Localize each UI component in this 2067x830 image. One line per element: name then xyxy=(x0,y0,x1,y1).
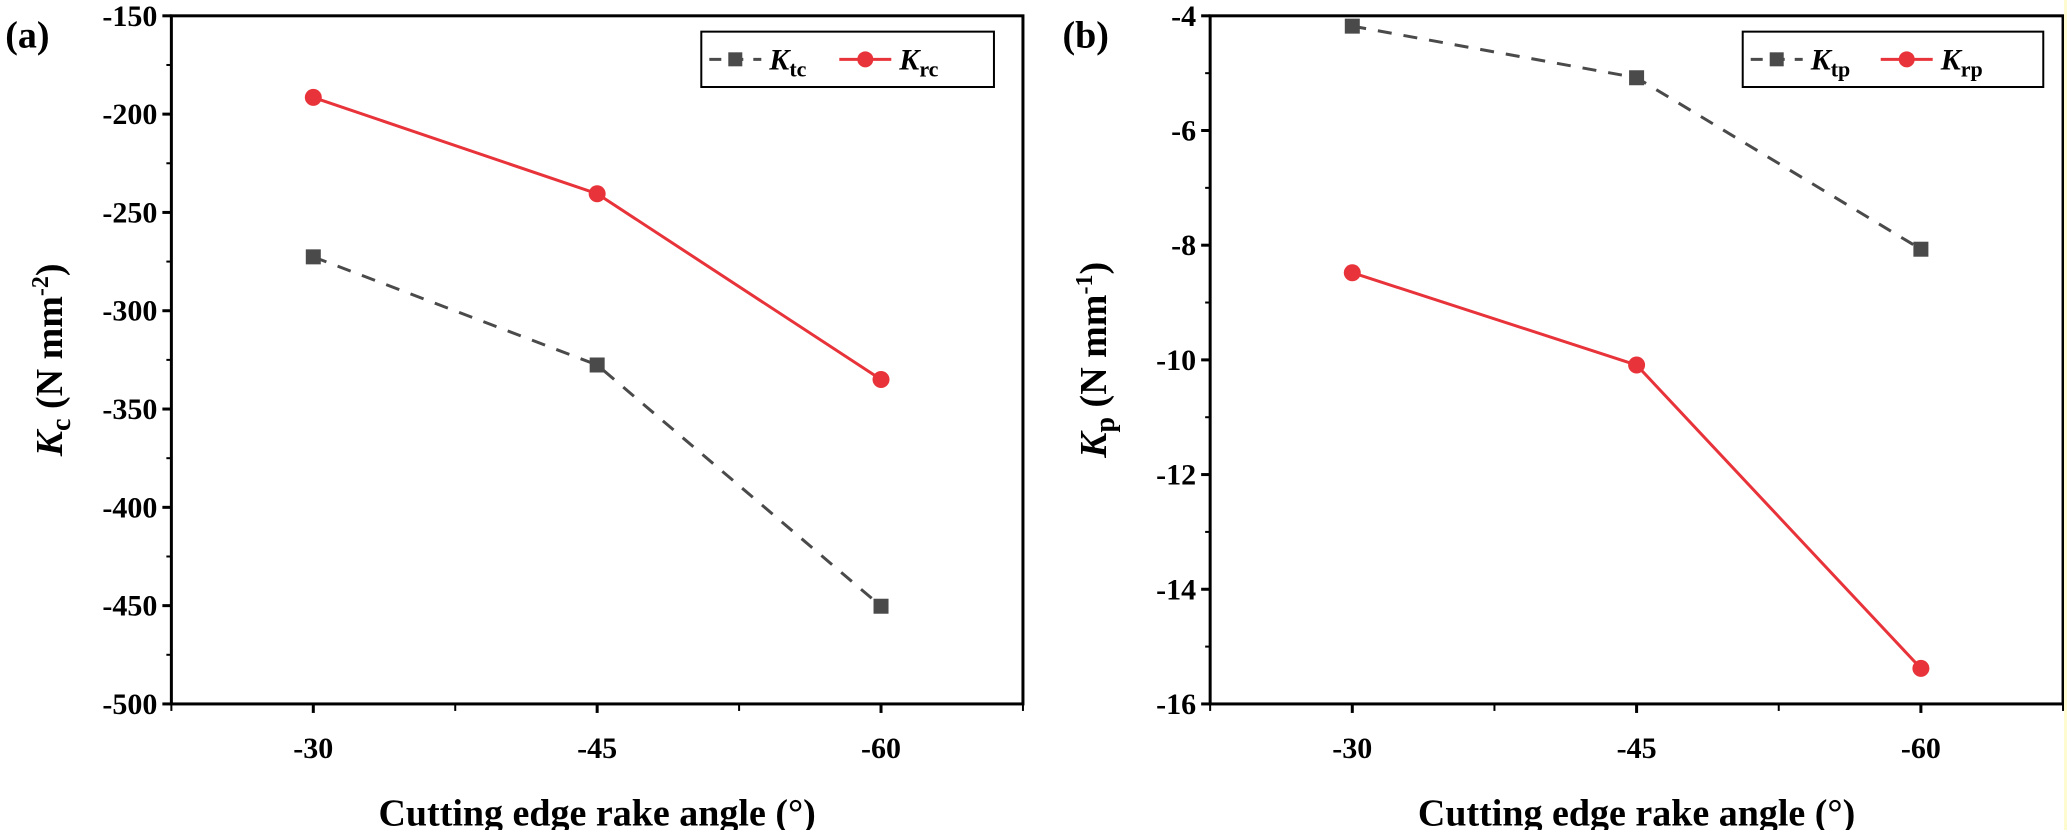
data-point-Krp xyxy=(1912,659,1930,677)
data-point-Krc xyxy=(588,185,606,203)
series-line-Krc xyxy=(312,95,882,381)
legend-swatch-marker xyxy=(1769,52,1784,67)
x-tick-label: -45 xyxy=(1617,732,1657,765)
legend: Ktc Krc xyxy=(700,30,995,89)
y-axis-title: Kp (N mm-1) xyxy=(1072,262,1121,459)
legend-subscript: rp xyxy=(1961,56,1983,81)
y-tick-label: -6 xyxy=(1171,115,1196,148)
y-tick-label: -16 xyxy=(1156,688,1196,721)
legend-label-Krc: Krc xyxy=(898,43,938,81)
data-point-Krc xyxy=(304,88,322,106)
series-line-Krp xyxy=(1351,271,1922,670)
chart-panel-b: (b) -4 -6 -8 -10 -12 -14 -16 -30 -45 -60 Cutting ed… xyxy=(1063,0,2065,830)
legend-label-Krp: Krp xyxy=(1940,43,1983,81)
series-line-Ktc xyxy=(312,255,882,608)
y-axis-title: Kc (N mm-2) xyxy=(28,263,77,457)
x-tick-label: -60 xyxy=(1901,732,1941,765)
y-tick-label: -12 xyxy=(1156,459,1196,492)
legend-swatch-marker xyxy=(728,52,743,67)
edge-strip xyxy=(2064,0,2067,830)
y-tick-label: -4 xyxy=(1171,0,1196,33)
y-tick-label: -150 xyxy=(102,0,157,33)
legend-symbol: K xyxy=(898,43,921,76)
panel-label: (b) xyxy=(1063,14,1109,56)
data-point-Krp xyxy=(1343,264,1361,282)
legend-symbol: K xyxy=(768,43,791,76)
y-tick-label: -200 xyxy=(102,98,157,131)
y-tick-label: -400 xyxy=(102,491,157,524)
x-tick-label: -30 xyxy=(293,732,333,765)
legend-symbol: K xyxy=(1940,43,1963,76)
x-tick-label: -30 xyxy=(1332,732,1372,765)
x-tick-label: -45 xyxy=(577,732,617,765)
legend-swatch-marker xyxy=(1898,51,1915,68)
chart-panel-a: (a) -150 -200 -250 -300 -350 -400 -450 -500 -30 -4… xyxy=(5,0,1025,830)
y-tick-label: -14 xyxy=(1156,573,1196,606)
legend-subscript: tp xyxy=(1831,56,1851,81)
y-axis-symbol: K xyxy=(1073,430,1115,459)
x-axis-title: Cutting edge rake angle (°) xyxy=(378,792,815,830)
y-axis-superscript: -1 xyxy=(1072,275,1098,295)
y-tick-label: -450 xyxy=(102,590,157,623)
y-axis-close: ) xyxy=(1073,262,1115,275)
y-tick-label: -350 xyxy=(102,393,157,426)
legend-subscript: rc xyxy=(919,56,938,81)
data-point-Ktp xyxy=(1913,241,1929,257)
y-axis-superscript: -2 xyxy=(28,276,54,296)
y-axis-close: ) xyxy=(29,263,71,276)
y-axis-unit: (N mm xyxy=(29,296,71,418)
legend-symbol: K xyxy=(1810,43,1833,76)
data-point-Krc xyxy=(872,371,890,389)
data-point-Ktc xyxy=(589,357,605,373)
y-axis-subscript: c xyxy=(46,419,77,431)
data-point-Ktc xyxy=(305,249,321,265)
data-point-Ktp xyxy=(1629,70,1645,86)
y-tick-label: -10 xyxy=(1156,344,1196,377)
y-tick-label: -8 xyxy=(1171,229,1196,262)
panel-label: (a) xyxy=(5,14,49,56)
y-axis-unit: (N mm xyxy=(1073,295,1115,417)
x-tick-label: -60 xyxy=(861,732,901,765)
legend-label-Ktc: Ktc xyxy=(768,43,806,81)
y-axis-symbol: K xyxy=(29,428,71,457)
x-axis-title: Cutting edge rake angle (°) xyxy=(1418,792,1855,830)
data-point-Krp xyxy=(1628,356,1646,374)
legend-swatch-marker xyxy=(857,51,874,68)
y-axis-subscript: p xyxy=(1090,417,1121,433)
legend-label-Ktp: Ktp xyxy=(1810,43,1851,81)
y-tick-label: -300 xyxy=(102,295,157,328)
data-point-Ktc xyxy=(873,598,889,614)
y-tick-label: -250 xyxy=(102,196,157,229)
data-point-Ktp xyxy=(1344,18,1360,34)
legend: Ktp Krp xyxy=(1741,30,2045,89)
y-tick-label: -500 xyxy=(102,688,157,721)
legend-subscript: tc xyxy=(789,56,806,81)
